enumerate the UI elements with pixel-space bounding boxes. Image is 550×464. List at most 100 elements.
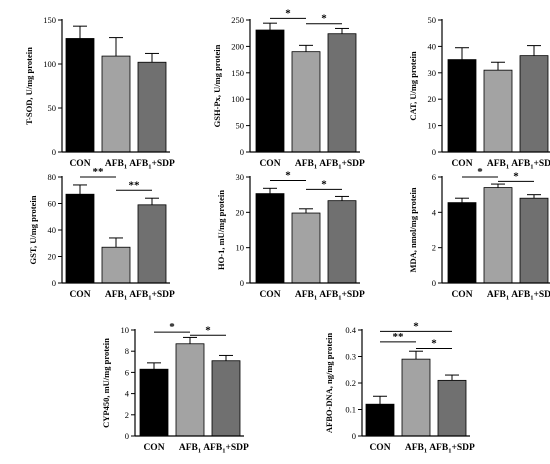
y-tick-label: 30 [428, 68, 437, 78]
y-tick-label: 100 [231, 94, 244, 104]
y-tick-label: 0 [240, 147, 244, 157]
bar [65, 38, 95, 153]
category-label: AFB1 [105, 290, 127, 302]
chart-panel: CON AFB1 AFB1+SDP 0 50 100 150 200 250 GSH-Px, U/… [212, 7, 365, 170]
category-label: AFB1 [487, 159, 509, 171]
y-tick-label: 10 [428, 121, 437, 131]
category-label: CON [369, 443, 390, 453]
category-label: AFB1+SDP [129, 159, 175, 171]
y-tick-label: 50 [428, 15, 437, 25]
y-axis-label: T-SOD, U/mg protein [24, 47, 34, 125]
y-tick-label: 10 [121, 325, 130, 335]
category-label: AFB1+SDP [129, 290, 175, 302]
category-label: CON [143, 443, 164, 453]
chart-panel: CON AFB1 AFB1+SDP 0 10 20 30 HO-1, mU/mg protei… [216, 170, 365, 302]
significance-marker: * [169, 321, 175, 333]
bar [139, 368, 169, 437]
category-label: CON [451, 290, 472, 300]
y-axis-label: MDA, nmol/mg protein [408, 187, 418, 272]
significance-marker: * [285, 170, 291, 182]
y-tick-label: 50 [236, 121, 245, 131]
bar [447, 202, 477, 284]
category-label: AFB1 [295, 159, 317, 171]
bar [327, 33, 357, 153]
y-axis-label: CYP450, mU/mg protein [101, 338, 111, 428]
y-tick-label: 0 [432, 147, 436, 157]
bar [327, 200, 357, 284]
category-label: AFB1+SDP [319, 159, 365, 171]
bar [291, 51, 321, 153]
y-tick-label: 60 [48, 199, 57, 209]
y-tick-label: 0 [352, 431, 356, 441]
significance-marker: ** [393, 331, 405, 343]
category-label: CON [259, 159, 280, 169]
category-label: AFB1+SDP [429, 443, 475, 455]
chart-panel: CON AFB1 AFB1+SDP 0 20 40 60 80 GST, U/mg protei… [28, 166, 175, 302]
category-label: CON [259, 290, 280, 300]
y-tick-label: 200 [231, 41, 244, 51]
y-tick-label: 20 [428, 94, 437, 104]
category-label: CON [69, 290, 90, 300]
bar [65, 193, 95, 284]
y-tick-label: 20 [236, 207, 245, 217]
y-tick-label: 0 [52, 147, 56, 157]
category-label: AFB1 [179, 443, 201, 455]
y-tick-label: 0.2 [345, 378, 356, 388]
category-label: CON [69, 159, 90, 169]
y-axis-label: CAT, U/mg protein [408, 51, 418, 120]
y-axis-label: AFBO-DNA, ng/mg protein [324, 333, 334, 433]
category-label: AFB1 [105, 159, 127, 171]
y-tick-label: 0.4 [345, 325, 356, 335]
significance-marker: ** [129, 179, 141, 191]
chart-panel: CON AFB1 AFB1+SDP 0 50 100 150 T-SOD, U/mg prot… [24, 15, 175, 171]
y-axis-label: HO-1, mU/mg protein [216, 190, 226, 270]
bar [401, 358, 431, 437]
y-axis-label: GSH-Px, U/mg protein [212, 44, 222, 127]
category-label: AFB1+SDP [511, 290, 550, 302]
significance-marker: * [205, 324, 211, 336]
bar [101, 55, 131, 153]
y-tick-label: 150 [231, 68, 244, 78]
significance-marker: * [321, 178, 327, 190]
significance-marker: * [477, 166, 483, 178]
significance-marker: * [513, 170, 519, 182]
y-tick-label: 0.1 [345, 405, 356, 415]
y-tick-label: 2 [125, 410, 129, 420]
bar [255, 193, 285, 284]
category-label: AFB1 [487, 290, 509, 302]
bar [211, 360, 241, 437]
y-tick-label: 8 [125, 346, 129, 356]
y-tick-label: 10 [236, 243, 245, 253]
y-tick-label: 150 [43, 15, 56, 25]
y-tick-label: 0 [432, 278, 436, 288]
bar [137, 61, 167, 153]
bar [101, 246, 131, 284]
bar [137, 204, 167, 284]
significance-marker: * [413, 320, 419, 332]
bar [447, 59, 477, 153]
significance-marker: * [285, 7, 291, 19]
bar [365, 403, 395, 437]
significance-marker: * [321, 13, 327, 25]
y-tick-label: 40 [48, 225, 57, 235]
category-label: AFB1+SDP [319, 290, 365, 302]
significance-marker: * [431, 338, 437, 350]
bar [437, 379, 467, 437]
y-tick-label: 0 [240, 278, 244, 288]
chart-panel: CON AFB1 AFB1+SDP 0 2 4 6 8 10 CYP450, mU/mg prot… [101, 321, 249, 454]
y-tick-label: 0 [52, 278, 56, 288]
y-tick-label: 40 [428, 41, 437, 51]
category-label: AFB1 [405, 443, 427, 455]
y-tick-label: 4 [125, 389, 130, 399]
y-tick-label: 2 [432, 243, 436, 253]
bar [291, 212, 321, 284]
y-axis-label: GST, U/mg protein [28, 195, 38, 264]
y-tick-label: 100 [43, 59, 56, 69]
bar [519, 197, 549, 284]
bar [175, 343, 205, 437]
chart-panel: CON AFB1 AFB1+SDP 0 0.1 0.2 0.3 0.4 AFBO-DNA, ng… [324, 320, 475, 454]
significance-marker: ** [93, 166, 105, 178]
